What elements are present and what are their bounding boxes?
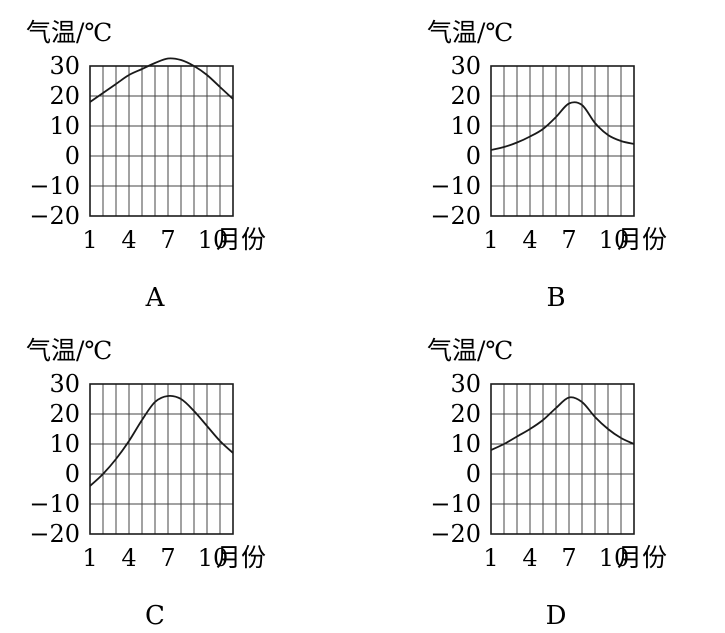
chart-c-ylabel: 气温/℃ [26,336,112,365]
chart-b-ylabel: 气温/℃ [427,18,513,47]
chart-d-caption: D [546,601,567,631]
chart-b-xtick: 1 [483,226,498,254]
chart-c-ytick: −10 [29,490,80,518]
chart-b-plot-frame [490,65,635,217]
chart-b-temperature-line [490,101,635,151]
chart-a-ylabel: 气温/℃ [26,18,112,47]
chart-b-xtick: 10 [599,226,630,254]
chart-b-xunit: 月份 [617,225,667,254]
chart-c-ytick: −20 [29,520,80,548]
chart-panel-c: 气温/℃ 30 20 10 0 −10 −20 1 4 7 10 月份 C [0,318,362,633]
chart-c-ytick: 20 [49,400,80,428]
chart-c-caption: C [145,601,165,631]
chart-d-xtick: 10 [599,544,630,572]
chart-d-ytick: 0 [466,460,481,488]
chart-c-xtick: 10 [198,544,229,572]
chart-b-ytick: −20 [430,202,481,230]
chart-a-ytick: 20 [49,82,80,110]
chart-a-ytick: −10 [29,172,80,200]
chart-d-xtick: 4 [522,544,537,572]
chart-d-ytick: 30 [450,370,481,398]
chart-a-xtick: 7 [160,226,175,254]
chart-a-xtick: 1 [82,226,97,254]
chart-b-xtick: 7 [561,226,576,254]
chart-d-plot-frame [490,383,635,535]
chart-b-ytick: −10 [430,172,481,200]
chart-c-ytick: 0 [65,460,80,488]
chart-d-ylabel: 气温/℃ [427,336,513,365]
chart-c-temperature-line [89,394,234,487]
chart-c-ytick: 30 [49,370,80,398]
chart-a-xtick: 4 [121,226,136,254]
chart-d-ytick: 10 [450,430,481,458]
chart-d-xtick: 7 [561,544,576,572]
chart-d-ytick: −20 [430,520,481,548]
chart-d-xunit: 月份 [617,543,667,572]
chart-a-caption: A [145,283,166,313]
chart-b-ytick: 30 [450,52,481,80]
chart-c-xtick: 1 [82,544,97,572]
chart-a-ytick: 30 [49,52,80,80]
chart-b-ytick: 0 [466,142,481,170]
chart-a-xtick: 10 [198,226,229,254]
chart-c-xtick: 7 [160,544,175,572]
chart-b-xtick: 4 [522,226,537,254]
chart-a-temperature-line [89,57,234,103]
chart-d-ytick: 20 [450,400,481,428]
chart-a-plot-frame [89,65,234,217]
chart-panel-d: 气温/℃ 30 20 10 0 −10 −20 1 4 7 10 月份 D [401,318,725,633]
chart-a-xunit: 月份 [216,225,266,254]
chart-d-xtick: 1 [483,544,498,572]
chart-c-plot-frame [89,383,234,535]
chart-c-xtick: 4 [121,544,136,572]
chart-b-ytick: 20 [450,82,481,110]
chart-a-ytick: 10 [49,112,80,140]
chart-a-ytick: −20 [29,202,80,230]
chart-d-ytick: −10 [430,490,481,518]
chart-b-ytick: 10 [450,112,481,140]
chart-c-xunit: 月份 [216,543,266,572]
chart-c-ytick: 10 [49,430,80,458]
chart-d-temperature-line [490,396,635,451]
chart-panel-b: 气温/℃ 30 20 10 0 −10 −20 1 4 7 10 月份 B [401,0,725,315]
chart-a-ytick: 0 [65,142,80,170]
chart-panel-a: 气温/℃ 30 20 10 0 −10 −20 1 4 7 10 月份 A [0,0,362,315]
chart-b-caption: B [546,283,565,313]
